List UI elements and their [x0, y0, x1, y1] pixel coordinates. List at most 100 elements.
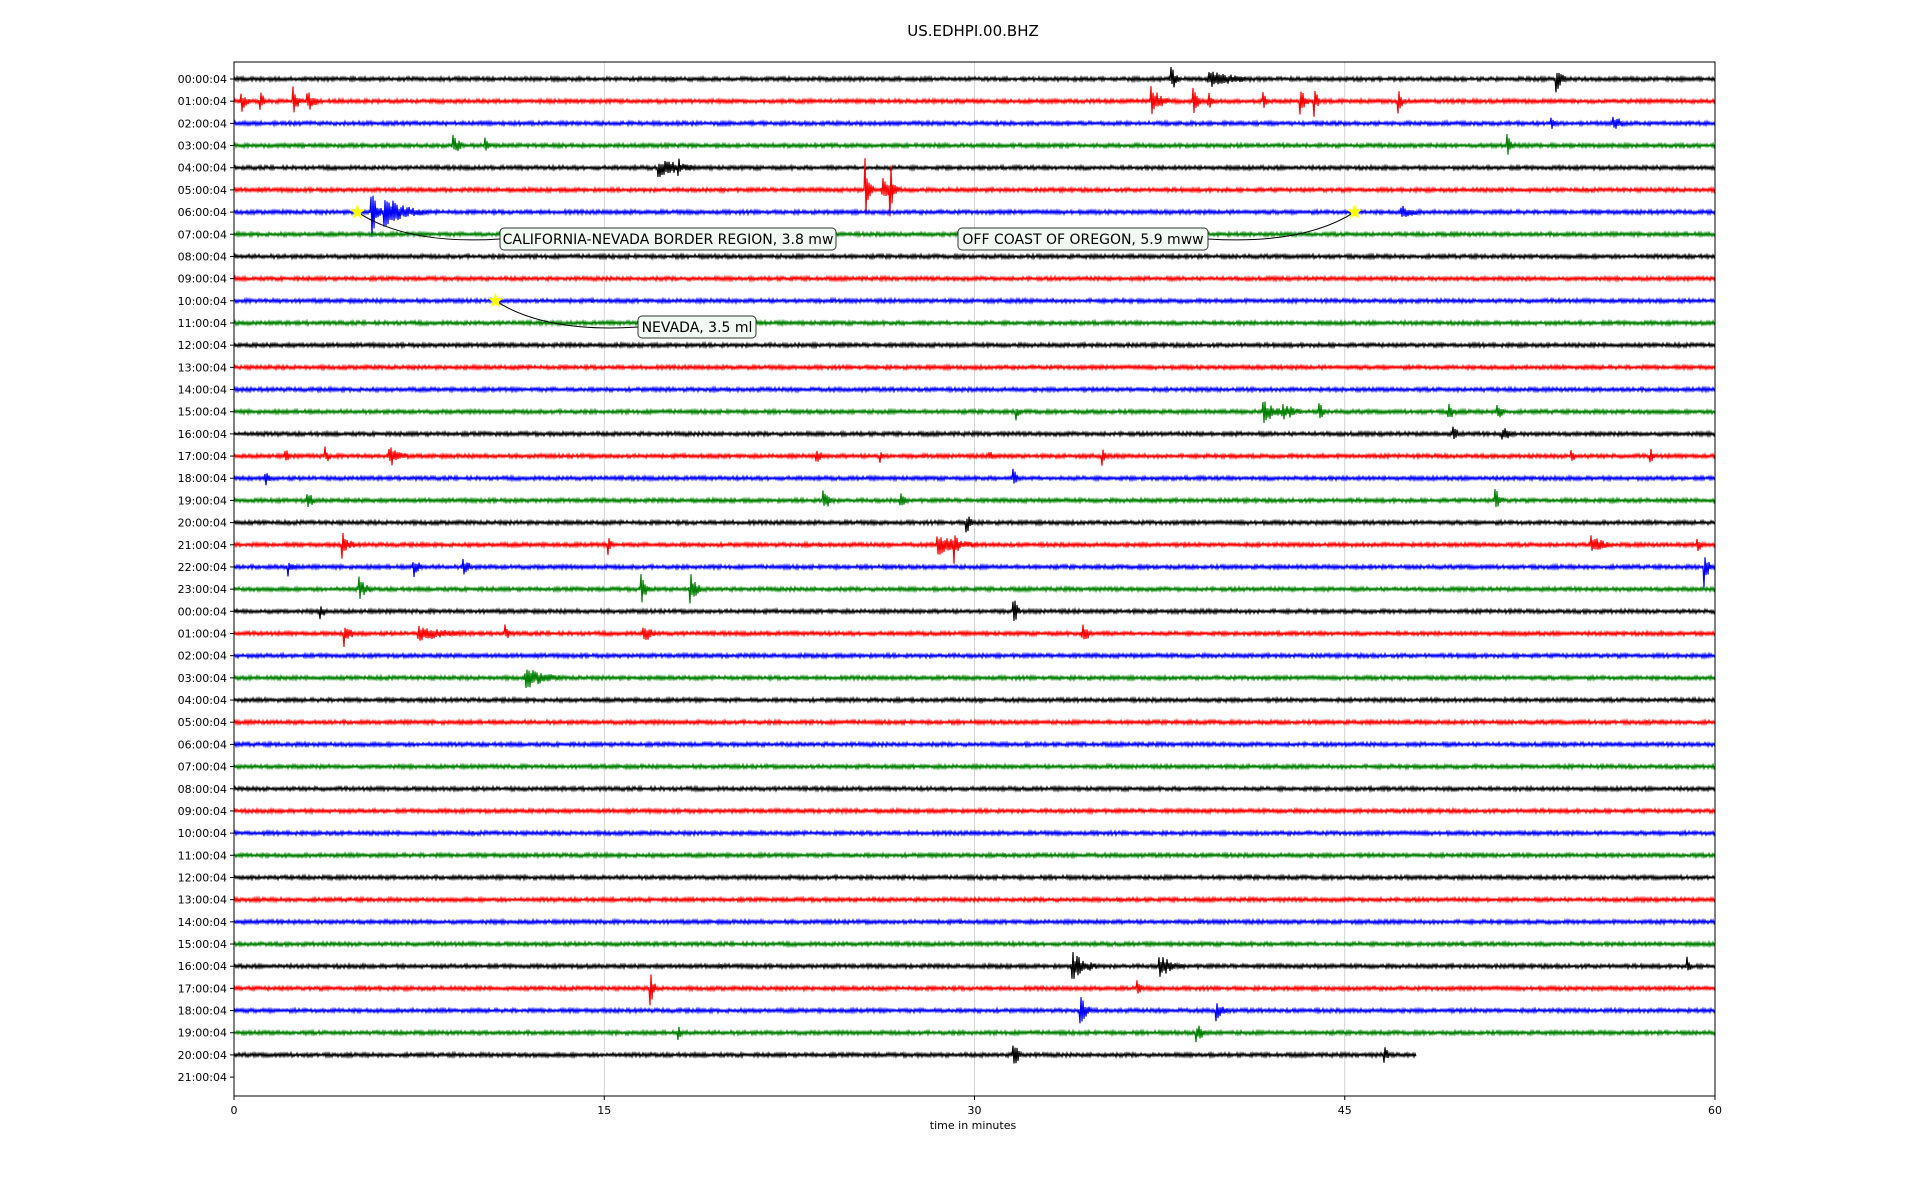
y-tick-label: 01:00:04: [178, 95, 227, 108]
y-tick-label: 06:00:04: [178, 738, 227, 751]
y-tick-label: 21:00:04: [178, 1071, 227, 1084]
y-tick-label: 09:00:04: [178, 805, 227, 818]
event-annotation: NEVADA, 3.5 ml: [488, 292, 757, 339]
event-label: NEVADA, 3.5 ml: [642, 320, 753, 336]
y-tick-label: 03:00:04: [178, 140, 227, 153]
trace-row-31: [233, 762, 1716, 771]
annotation-box: [637, 315, 757, 339]
y-tick-label: 18:00:04: [178, 472, 227, 485]
trace-row-43: [233, 1025, 1716, 1043]
event-label: CALIFORNIA-NEVADA BORDER REGION, 3.8 mw: [503, 232, 834, 248]
trace-row-41: [233, 974, 1716, 1006]
y-tick-label: 07:00:04: [178, 228, 227, 241]
y-tick-label: 00:00:04: [178, 605, 227, 618]
trace-row-35: [233, 850, 1716, 860]
y-tick-label: 05:00:04: [178, 716, 227, 729]
y-tick-label: 10:00:04: [178, 295, 227, 308]
trace-row-12: [233, 340, 1716, 350]
y-tick-label: 17:00:04: [178, 450, 227, 463]
y-tick-label: 20:00:04: [178, 517, 227, 530]
y-tick-label: 17:00:04: [178, 982, 227, 995]
trace-row-34: [233, 828, 1716, 838]
trace-row-42: [233, 997, 1716, 1024]
trace-row-5: [233, 158, 1716, 217]
event-annotation: CALIFORNIA-NEVADA BORDER REGION, 3.8 mw: [349, 204, 837, 251]
y-tick-label: 05:00:04: [178, 184, 227, 197]
event-star-icon: [1347, 204, 1363, 219]
y-tick-label: 14:00:04: [178, 916, 227, 929]
x-axis-label: time in minutes: [930, 1119, 1017, 1132]
trace-row-19: [233, 488, 1716, 508]
y-tick-label: 21:00:04: [178, 539, 227, 552]
trace-row-15: [233, 401, 1716, 424]
trace-row-11: [233, 318, 1716, 328]
trace-row-38: [233, 917, 1716, 927]
trace-row-16: [233, 426, 1716, 440]
annotation-leader-line: [1207, 211, 1355, 241]
trace-row-4: [233, 158, 1716, 177]
y-tick-label: 16:00:04: [178, 428, 227, 441]
trace-row-33: [233, 806, 1716, 816]
trace-row-37: [233, 895, 1716, 904]
trace-row-32: [233, 784, 1716, 794]
y-tick-label: 15:00:04: [178, 938, 227, 951]
annotation-box: [957, 227, 1209, 251]
y-tick-label: 02:00:04: [178, 117, 227, 130]
y-tick-label: 10:00:04: [178, 827, 227, 840]
trace-row-0: [233, 66, 1716, 93]
trace-row-13: [233, 363, 1716, 372]
trace-row-9: [233, 274, 1716, 283]
y-tick-label: 13:00:04: [178, 894, 227, 907]
annotation-leader-line: [495, 300, 639, 329]
y-tick-label: 11:00:04: [178, 849, 227, 862]
trace-row-1: [233, 86, 1716, 117]
trace-row-20: [233, 516, 1716, 533]
y-tick-label: 11:00:04: [178, 317, 227, 330]
trace-row-21: [233, 532, 1716, 564]
annotation-box: [499, 227, 837, 251]
y-tick-label: 08:00:04: [178, 783, 227, 796]
trace-row-36: [233, 873, 1716, 882]
y-tick-label: 22:00:04: [178, 561, 227, 574]
trace-row-22: [233, 557, 1716, 588]
trace-row-8: [233, 252, 1716, 261]
y-tick-label: 09:00:04: [178, 273, 227, 286]
seismogram-traces: [233, 66, 1716, 1064]
y-tick-label: 18:00:04: [178, 1005, 227, 1018]
chart-title: US.EDHPI.00.BHZ: [907, 22, 1039, 40]
trace-row-18: [233, 468, 1716, 486]
event-star-icon: [349, 204, 365, 219]
trace-row-28: [233, 695, 1716, 705]
y-tick-label: 14:00:04: [178, 384, 227, 397]
y-tick-label: 12:00:04: [178, 339, 227, 352]
y-tick-label: 16:00:04: [178, 960, 227, 973]
x-axis-ticks: 0 15 30 45 60: [231, 1096, 1722, 1117]
y-tick-label: 02:00:04: [178, 650, 227, 663]
trace-row-14: [233, 385, 1716, 394]
y-tick-label: 01:00:04: [178, 628, 227, 641]
trace-row-25: [233, 624, 1716, 648]
trace-row-39: [233, 939, 1716, 949]
trace-row-27: [233, 669, 1716, 689]
x-tick-label: 45: [1338, 1104, 1352, 1117]
trace-row-3: [233, 134, 1716, 155]
x-tick-label: 15: [597, 1104, 611, 1117]
y-tick-label: 19:00:04: [178, 494, 227, 507]
trace-row-23: [233, 574, 1716, 604]
y-tick-label: 03:00:04: [178, 672, 227, 685]
event-annotations: CALIFORNIA-NEVADA BORDER REGION, 3.8 mw O…: [349, 204, 1363, 339]
y-tick-label: 15:00:04: [178, 406, 227, 419]
y-tick-label: 13:00:04: [178, 361, 227, 374]
trace-row-40: [233, 952, 1716, 979]
event-label: OFF COAST OF OREGON, 5.9 mww: [962, 232, 1203, 248]
event-annotation: OFF COAST OF OREGON, 5.9 mww: [957, 204, 1363, 251]
trace-row-17: [233, 446, 1716, 466]
y-tick-label: 04:00:04: [178, 694, 227, 707]
annotation-leader-line: [357, 211, 501, 241]
y-tick-label: 20:00:04: [178, 1049, 227, 1062]
x-tick-label: 60: [1708, 1104, 1722, 1117]
trace-row-26: [233, 651, 1716, 661]
trace-row-44: [233, 1045, 1417, 1064]
